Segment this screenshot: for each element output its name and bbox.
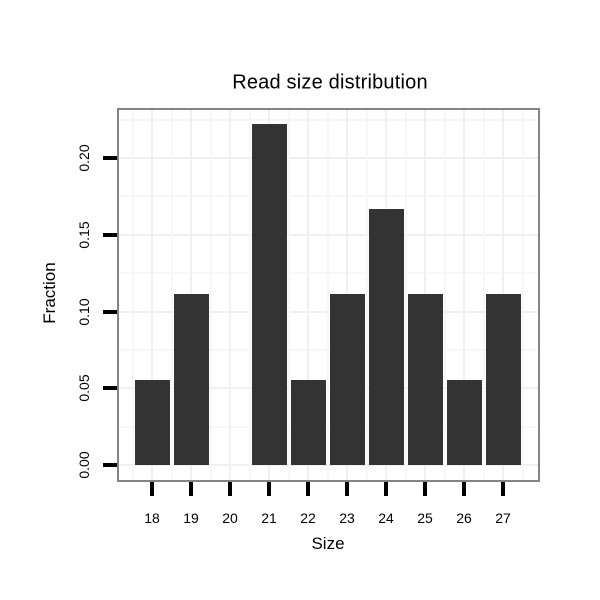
bar-size-25	[407, 294, 443, 465]
chart-title: Read size distribution	[232, 71, 428, 94]
x-tick-mark	[501, 482, 505, 496]
x-tick-mark	[267, 482, 271, 496]
y-tick-mark	[103, 156, 117, 160]
bar-size-27	[485, 294, 521, 465]
x-tick-mark	[423, 482, 427, 496]
x-tick-label: 19	[183, 510, 199, 526]
bar-size-21	[251, 123, 287, 465]
v-gridline-minor	[365, 108, 368, 482]
x-tick-label: 22	[300, 510, 316, 526]
x-tick-label: 23	[339, 510, 355, 526]
y-tick-mark	[103, 232, 117, 237]
x-tick-label: 24	[378, 510, 394, 526]
bar-size-22	[290, 379, 326, 465]
v-gridline-minor	[209, 108, 212, 482]
v-gridline-major	[463, 108, 465, 482]
x-tick-label: 27	[495, 510, 511, 526]
bar-size-19	[173, 294, 209, 465]
v-gridline-minor	[521, 108, 524, 482]
y-tick-mark	[103, 463, 117, 467]
h-gridline-major	[117, 387, 540, 390]
x-tick-mark	[189, 482, 193, 496]
v-gridline-minor	[287, 108, 290, 482]
v-gridline-minor	[248, 108, 251, 482]
bar-size-26	[446, 379, 482, 465]
y-tick-label: 0.15	[76, 221, 92, 249]
x-tick-label: 21	[261, 510, 277, 526]
x-tick-mark	[228, 482, 232, 496]
y-tick-label: 0.20	[76, 144, 92, 172]
h-gridline-minor	[117, 118, 540, 121]
v-gridline-minor	[482, 108, 485, 482]
h-gridline-major	[117, 233, 540, 236]
h-gridline-minor	[117, 195, 540, 198]
plot-panel	[117, 108, 540, 482]
h-gridline-minor	[117, 272, 540, 275]
x-axis-title: Size	[311, 534, 345, 553]
y-tick-label: 0.00	[76, 451, 92, 479]
h-gridline-minor	[117, 425, 540, 428]
v-gridline-minor	[326, 108, 329, 482]
x-tick-label: 20	[222, 510, 238, 526]
v-gridline-minor	[131, 108, 134, 482]
bar-size-23	[329, 294, 365, 465]
x-tick-label: 26	[456, 510, 472, 526]
x-tick-mark	[306, 482, 310, 496]
h-gridline-minor	[117, 348, 540, 351]
x-tick-label: 18	[144, 510, 160, 526]
y-axis-title: Fraction	[40, 262, 59, 324]
v-gridline-minor	[404, 108, 407, 482]
h-gridline-major	[117, 157, 540, 159]
v-gridline-major	[307, 108, 309, 482]
x-tick-label: 25	[417, 510, 433, 526]
y-tick-label: 0.10	[76, 297, 92, 326]
bar-size-18	[134, 379, 170, 465]
v-gridline-major	[151, 108, 153, 482]
x-tick-mark	[462, 482, 466, 496]
h-gridline-major	[117, 310, 540, 313]
y-tick-mark	[103, 386, 117, 391]
y-tick-label: 0.05	[76, 374, 92, 402]
x-tick-mark	[345, 482, 349, 496]
bar-size-24	[368, 209, 404, 465]
h-gridline-major	[117, 464, 540, 466]
v-gridline-major	[229, 108, 231, 482]
y-tick-mark	[103, 309, 117, 314]
v-gridline-minor	[443, 108, 446, 482]
v-gridline-minor	[170, 108, 173, 482]
x-tick-mark	[384, 482, 388, 496]
x-tick-mark	[150, 482, 154, 496]
